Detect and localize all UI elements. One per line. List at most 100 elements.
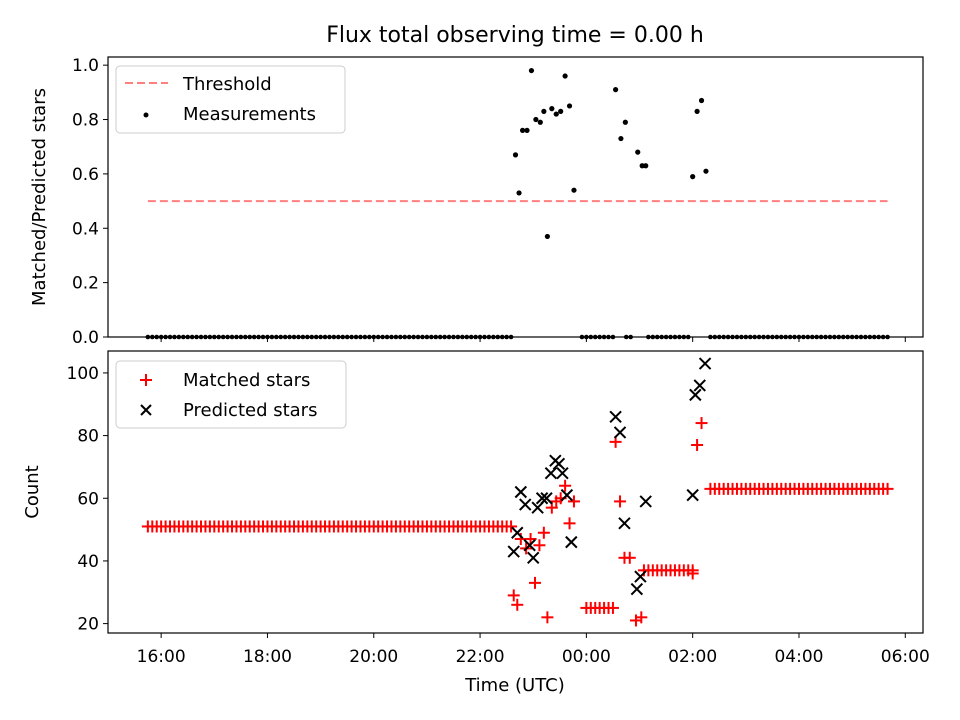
measurement-point (524, 127, 530, 133)
matched-stars-point (695, 417, 708, 430)
top-y-axis: 0.0 0.2 0.4 0.6 0.8 1.0 (72, 56, 108, 348)
measurement-point (558, 108, 564, 114)
measurement-point (528, 67, 535, 74)
predicted-stars-point (693, 379, 706, 392)
legend-predicted-label: Predicted stars (183, 400, 317, 421)
legend-matched-swatch (140, 374, 152, 386)
matched-stars-point (541, 611, 554, 624)
predicted-stars-point (560, 488, 574, 502)
measurement-point (541, 108, 547, 114)
bottom-x-axis: 16:00 18:00 20:00 22:00 00:00 02:00 04:00 06:00 (137, 633, 930, 667)
matched-stars-point (614, 495, 627, 508)
measurement-point (549, 106, 555, 112)
measurement-point (516, 190, 522, 196)
bottom-y-tick-label: 100 (67, 364, 99, 384)
top-y-tick-label: 0.4 (72, 219, 99, 239)
predicted-stars-point (634, 570, 647, 583)
predicted-stars-point (686, 488, 699, 502)
predicted-stars-point (565, 535, 578, 549)
measurement-point (635, 149, 641, 155)
matched-stars-point (623, 551, 636, 564)
matched-stars-point (559, 479, 572, 492)
x-tick-label: 22:00 (456, 647, 505, 667)
top-legend-box (115, 65, 346, 134)
measurement-point (533, 116, 539, 123)
measurement-point (537, 119, 543, 125)
top-axes-frame (107, 56, 924, 338)
measurement-point (553, 111, 559, 117)
bottom-plot-area (141, 357, 894, 627)
predicted-stars-point (618, 517, 631, 530)
bottom-y-axis: 20 40 60 80 100 (67, 364, 108, 635)
top-x-axis (160, 337, 906, 342)
top-panel: 0.0 0.2 0.4 0.6 0.8 1.0 Matched/Predicted sta… (29, 56, 924, 348)
predicted-stars-point (507, 545, 520, 558)
predicted-stars-point (544, 466, 558, 480)
predicted-stars-point (609, 410, 622, 424)
predicted-stars-point (523, 539, 536, 552)
predicted-stars-point (698, 357, 712, 370)
top-plot-area (145, 67, 890, 340)
x-tick-label: 04:00 (774, 647, 823, 667)
measurement-point (566, 103, 573, 109)
chart-title: Flux total observing time = 0.00 h (326, 23, 704, 48)
matched-stars-point (507, 589, 520, 602)
matched-stars-point (563, 517, 576, 530)
matched-stars-point (528, 576, 541, 589)
legend-measurements-swatch (143, 112, 149, 118)
legend-threshold-label: Threshold (182, 74, 272, 95)
measurement-point (544, 233, 550, 240)
x-tick-label: 06:00 (881, 647, 930, 667)
predicted-stars-point (540, 492, 553, 505)
bottom-legend-box (115, 360, 347, 429)
predicted-stars-point (639, 495, 652, 508)
x-tick-label: 00:00 (562, 647, 611, 667)
legend-predicted-swatch (140, 404, 152, 416)
matched-stars-point (505, 520, 518, 533)
matched-stars-point (537, 526, 550, 539)
measurement-point (622, 119, 628, 125)
top-y-axis-label: Matched/Predicted stars (29, 88, 50, 306)
matched-stars-point (606, 601, 619, 614)
measurement-point (703, 168, 709, 174)
matched-stars-point (635, 611, 648, 624)
bottom-y-tick-label: 80 (77, 427, 99, 447)
matched-stars-point (691, 439, 704, 451)
top-y-tick-label: 0.8 (72, 111, 99, 131)
top-y-tick-label: 1.0 (72, 56, 99, 76)
measurement-point (512, 152, 519, 158)
predicted-stars-point (535, 492, 549, 505)
predicted-stars-point (527, 551, 540, 565)
predicted-stars-point (689, 388, 702, 402)
matched-stars-point (567, 495, 580, 508)
measurement-point (562, 73, 568, 79)
bottom-y-tick-label: 60 (77, 489, 99, 509)
measurement-point (519, 127, 526, 133)
bottom-y-axis-label: Count (22, 465, 43, 518)
predicted-stars-point (519, 498, 532, 511)
top-legend: Threshold Measurements (115, 65, 346, 134)
x-tick-label: 20:00 (349, 647, 398, 667)
predicted-stars-point (613, 426, 627, 439)
measurement-point (694, 108, 700, 114)
predicted-stars-point (630, 582, 644, 596)
bottom-panel: 20 40 60 80 100 16:00 18:00 20:00 22:00 00:00 02:… (22, 350, 930, 696)
measurement-point (613, 87, 619, 93)
x-tick-label: 18:00 (243, 647, 292, 667)
predicted-stars-point (552, 457, 566, 471)
x-tick-label: 16:00 (137, 647, 186, 667)
top-y-tick-label: 0.0 (72, 328, 99, 348)
matched-stars-point (533, 539, 546, 552)
top-y-tick-label: 0.2 (72, 274, 99, 294)
matched-stars-point (686, 567, 699, 580)
legend-matched-label: Matched stars (183, 370, 310, 391)
measurement-point (643, 163, 649, 169)
measurement-point (618, 135, 624, 142)
measurement-point (571, 187, 577, 193)
x-axis-label: Time (UTC) (464, 675, 565, 696)
matched-stars-point (881, 482, 894, 495)
bottom-y-tick-label: 20 (77, 615, 99, 635)
bottom-legend: Matched stars Predicted stars (115, 360, 347, 429)
predicted-stars-point (514, 485, 528, 499)
